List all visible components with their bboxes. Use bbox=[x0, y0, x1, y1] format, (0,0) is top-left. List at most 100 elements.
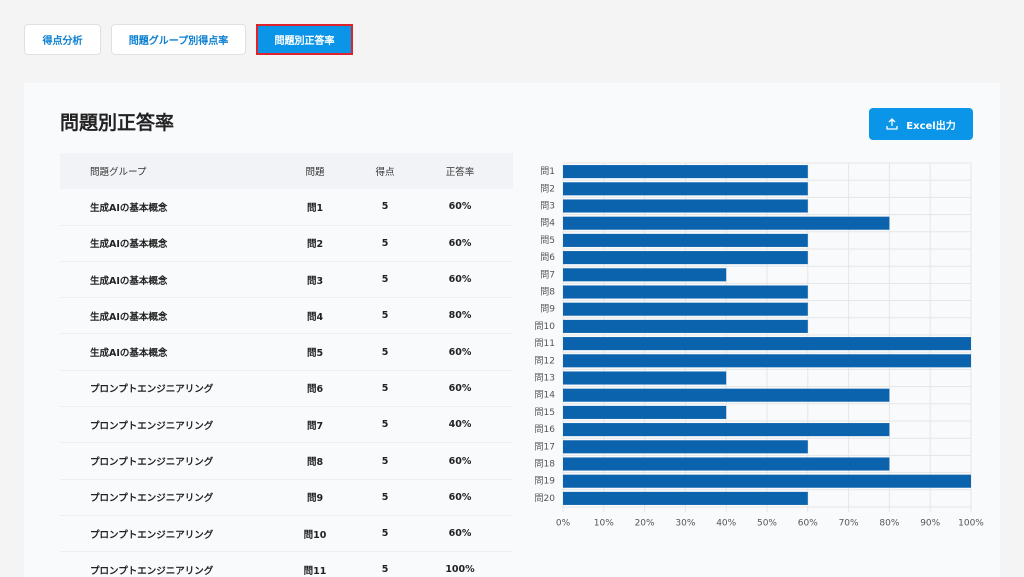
x-tick-label: 80% bbox=[879, 519, 899, 529]
y-tick-label: 問13 bbox=[535, 373, 555, 384]
cell: 5 bbox=[381, 201, 389, 213]
bar bbox=[563, 405, 727, 419]
cell: 問9 bbox=[306, 493, 324, 505]
cell: プロンプトエンジニアリング bbox=[90, 529, 214, 541]
y-tick-label: 問15 bbox=[535, 407, 555, 418]
table-row: プロンプトエンジニアリング 問9 5 60% bbox=[60, 480, 513, 516]
y-tick-label: 問6 bbox=[540, 252, 555, 263]
y-tick-label: 問19 bbox=[535, 476, 556, 487]
chart: 0% 10% 20% 30% 40% 50% 60% 70% 80% 90% 100% 問1 問2 問3 問… bbox=[535, 162, 984, 529]
cell: 生成AIの基本概念 bbox=[90, 202, 168, 214]
table-row: プロンプトエンジニアリング 問10 5 60% bbox=[60, 516, 513, 553]
table-row: プロンプトエンジニアリング 問6 5 60% bbox=[60, 371, 513, 408]
bar bbox=[563, 354, 971, 368]
bar bbox=[563, 371, 727, 385]
bar bbox=[563, 268, 727, 282]
cell: 生成AIの基本概念 bbox=[90, 239, 168, 251]
y-tick-label: 問7 bbox=[540, 269, 555, 280]
table-row: 生成AIの基本概念 問5 5 60% bbox=[60, 334, 513, 371]
x-tick-label: 60% bbox=[798, 519, 818, 529]
cell: 5 bbox=[381, 274, 389, 286]
cell: 生成AIの基本概念 bbox=[90, 311, 168, 323]
y-tick-label: 問8 bbox=[540, 287, 555, 298]
table-row: プロンプトエンジニアリング 問7 5 40% bbox=[60, 407, 513, 444]
tab-active[interactable]: 問題別正答率 bbox=[256, 24, 353, 55]
cell: 5 bbox=[381, 528, 389, 540]
cell: 問1 bbox=[306, 202, 324, 214]
cell: 生成AIの基本概念 bbox=[90, 348, 168, 360]
cell: プロンプトエンジニアリング bbox=[90, 493, 214, 505]
cell: 問10 bbox=[303, 529, 327, 541]
y-tick-label: 問16 bbox=[535, 424, 556, 435]
button-label: Excel出力 bbox=[906, 120, 956, 132]
y-tick-label: 問1 bbox=[540, 166, 555, 177]
y-tick-label: 問10 bbox=[535, 321, 556, 332]
cell: 問8 bbox=[306, 457, 324, 469]
cell: 60% bbox=[448, 201, 472, 213]
x-tick-label: 70% bbox=[839, 519, 859, 529]
cell: 5 bbox=[381, 491, 389, 503]
cell: 60% bbox=[448, 346, 472, 358]
excel-button[interactable]: Excel出力 bbox=[869, 108, 973, 140]
page-title: 問題別正答率 bbox=[60, 112, 175, 134]
cell: 60% bbox=[448, 274, 472, 286]
y-tick-label: 問3 bbox=[540, 201, 555, 212]
y-tick-label: 問2 bbox=[540, 183, 555, 194]
cell: 60% bbox=[448, 455, 472, 467]
cell: 5 bbox=[381, 310, 389, 322]
bar bbox=[563, 165, 808, 179]
table-row: 生成AIの基本概念 問4 5 80% bbox=[60, 298, 513, 335]
tab[interactable]: 問題グループ別得点率 bbox=[111, 24, 246, 55]
table-row: プロンプトエンジニアリング 問11 5 100% bbox=[60, 552, 513, 577]
bar bbox=[563, 474, 971, 488]
cell: 問11 bbox=[303, 565, 327, 577]
cell: プロンプトエンジニアリング bbox=[90, 384, 214, 396]
y-tick-label: 問5 bbox=[540, 235, 555, 246]
bar bbox=[563, 233, 808, 247]
y-tick-label: 問12 bbox=[535, 355, 555, 366]
bar bbox=[563, 319, 808, 333]
y-tick-label: 問4 bbox=[540, 218, 555, 229]
cell: 問4 bbox=[306, 311, 324, 323]
table-row: 生成AIの基本概念 問1 5 60% bbox=[60, 189, 513, 226]
header-cell: 問題グループ bbox=[90, 167, 147, 179]
table-row: 生成AIの基本概念 問3 5 60% bbox=[60, 262, 513, 299]
cell: 60% bbox=[448, 382, 472, 394]
y-tick-label: 問14 bbox=[535, 390, 556, 401]
cell: 60% bbox=[448, 528, 472, 540]
cell: 60% bbox=[448, 237, 472, 249]
x-tick-label: 100% bbox=[958, 519, 984, 529]
y-tick-label: 問20 bbox=[535, 493, 556, 504]
header-cell: 正答率 bbox=[445, 167, 475, 179]
table-row: 生成AIの基本概念 問2 5 60% bbox=[60, 226, 513, 262]
cell: 5 bbox=[381, 346, 389, 358]
bar bbox=[563, 216, 890, 230]
cell: プロンプトエンジニアリング bbox=[90, 420, 214, 432]
y-tick-label: 問9 bbox=[540, 304, 555, 315]
cell: 問3 bbox=[306, 275, 324, 287]
tab[interactable]: 得点分析 bbox=[24, 24, 101, 55]
cell: 5 bbox=[381, 237, 389, 249]
bar bbox=[563, 388, 890, 402]
cell: 問7 bbox=[306, 420, 324, 432]
bar bbox=[563, 251, 808, 265]
table-header: 問題グループ 問題 得点 正答率 bbox=[60, 153, 513, 190]
cell: 問6 bbox=[306, 384, 324, 396]
x-tick-label: 50% bbox=[757, 519, 777, 529]
table: 問題グループ 問題 得点 正答率 生成AIの基本概念 問1 5 60% 生成AIの基本概念 問2 5… bbox=[60, 153, 513, 577]
cell: 80% bbox=[448, 310, 472, 322]
header-cell: 得点 bbox=[375, 167, 395, 179]
cell: 5 bbox=[381, 419, 389, 431]
cell: 5 bbox=[381, 455, 389, 467]
cell: 5 bbox=[381, 382, 389, 394]
bar bbox=[563, 457, 890, 471]
bar bbox=[563, 302, 808, 316]
table-row: プロンプトエンジニアリング 問8 5 60% bbox=[60, 443, 513, 480]
bar bbox=[563, 199, 808, 213]
cell: 40% bbox=[448, 419, 472, 431]
cell: プロンプトエンジニアリング bbox=[90, 457, 214, 469]
x-tick-label: 40% bbox=[716, 519, 736, 529]
bar bbox=[563, 491, 808, 505]
y-tick-label: 問18 bbox=[535, 459, 556, 470]
y-tick-label: 問17 bbox=[535, 441, 555, 452]
